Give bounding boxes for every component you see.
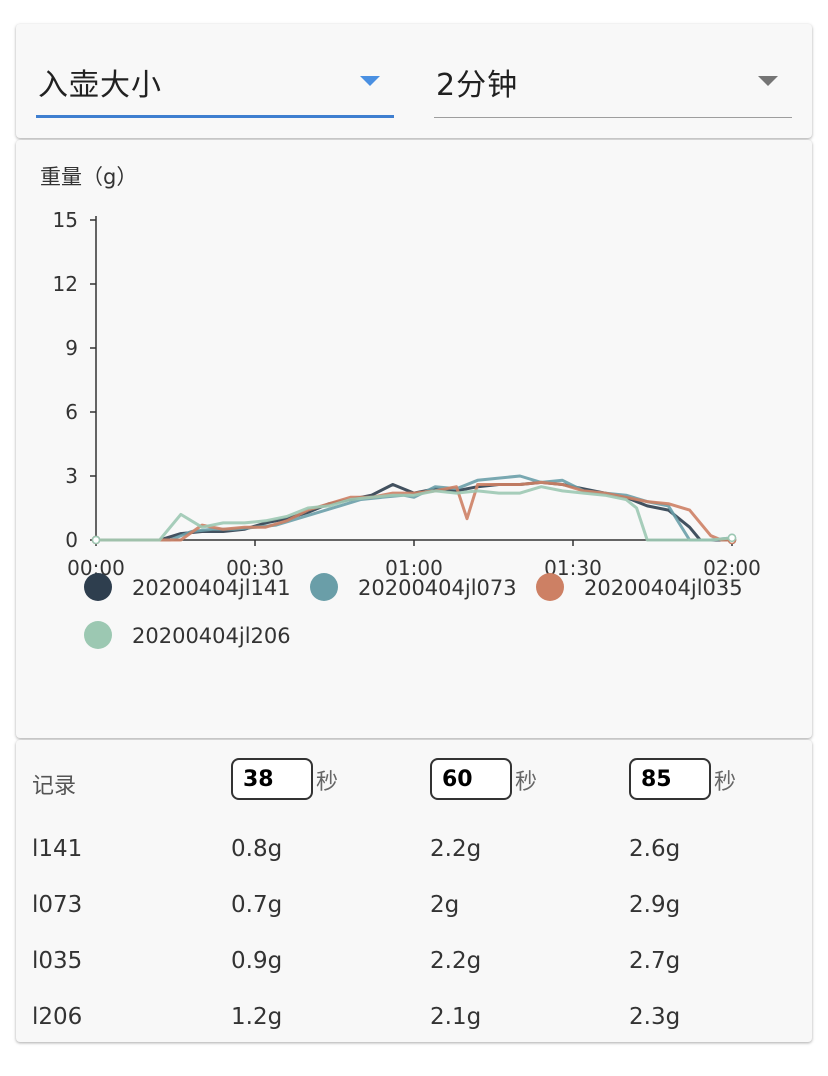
value-cell: 2.6g (629, 836, 681, 862)
legend-marker (84, 573, 112, 601)
metric-select[interactable]: 入壶大小 (36, 54, 394, 118)
seconds-unit-label: 秒 (714, 770, 737, 795)
data-table-card: 记录 秒 秒 秒 l141 0.8g 2.2g 2.6g l073 0.7g 2… (16, 740, 812, 1042)
series-line-20200404jl206 (96, 485, 733, 542)
series-point (727, 533, 737, 543)
series-point (91, 535, 101, 545)
dropdown-arrow-icon[interactable] (758, 76, 778, 86)
x-tick-label: 00:30 (226, 556, 284, 580)
legend-marker (536, 573, 564, 601)
record-id: l073 (32, 892, 83, 918)
value-cell: 0.7g (231, 892, 283, 918)
chart-card: 重量（g） 0 3 6 9 12 15 00:00 00:30 01:00 01:30 02:00 … (16, 140, 812, 738)
y-tick-label: 12 (53, 272, 78, 296)
x-tick-label: 02:00 (703, 556, 761, 580)
y-tick-label: 15 (53, 208, 78, 232)
seconds-unit-label: 秒 (515, 770, 538, 795)
value-cell: 2.3g (629, 1004, 681, 1030)
legend-label: 20200404jl035 (584, 576, 743, 600)
y-tick-label: 0 (65, 528, 78, 552)
seconds-input-3[interactable] (629, 758, 711, 800)
seconds-unit-label: 秒 (316, 770, 339, 795)
x-tick-label: 01:00 (385, 556, 443, 580)
value-cell: 2.7g (629, 948, 681, 974)
interval-select[interactable]: 2分钟 (434, 54, 792, 118)
record-id: l035 (32, 948, 83, 974)
value-cell: 2.2g (430, 836, 482, 862)
value-cell: 0.8g (231, 836, 283, 862)
metric-select-underline (36, 115, 394, 118)
y-tick-label: 3 (65, 464, 78, 488)
y-tick-label: 6 (65, 400, 78, 424)
legend-marker (84, 621, 112, 649)
value-cell: 2.2g (430, 948, 482, 974)
value-cell: 2.9g (629, 892, 681, 918)
interval-select-underline (434, 117, 792, 118)
seconds-input-2[interactable] (430, 758, 512, 800)
dropdown-arrow-icon[interactable] (360, 76, 380, 86)
selector-card: 入壶大小 2分钟 (16, 24, 812, 138)
table-header-label: 记录 (32, 774, 77, 799)
record-id: l206 (32, 1004, 83, 1030)
value-cell: 0.9g (231, 948, 283, 974)
y-axis-label: 重量（g） (40, 165, 137, 189)
value-cell: 1.2g (231, 1004, 283, 1030)
series-line-20200404jl035 (96, 480, 732, 542)
record-id: l141 (32, 836, 83, 862)
legend-marker (310, 573, 338, 601)
seconds-input-1[interactable] (231, 758, 313, 800)
y-tick-label: 9 (65, 336, 78, 360)
value-cell: 2g (430, 892, 460, 918)
legend-label: 20200404jl073 (358, 576, 517, 600)
value-cell: 2.1g (430, 1004, 482, 1030)
interval-select-value: 2分钟 (436, 68, 519, 103)
legend-label: 20200404jl206 (132, 624, 291, 648)
metric-select-value: 入壶大小 (38, 68, 162, 103)
legend-label: 20200404jl141 (132, 576, 291, 600)
